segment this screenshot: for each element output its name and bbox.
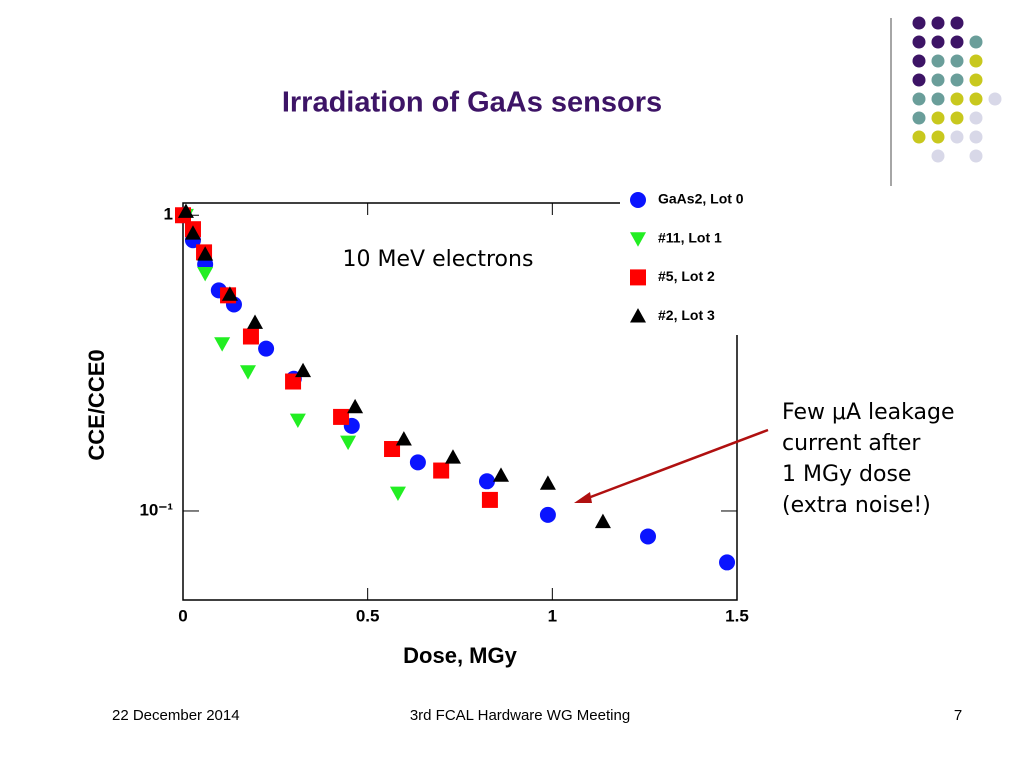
footer-page: 7 [954,707,962,724]
point [221,286,238,301]
note-line: current after [782,431,921,456]
dot [988,92,1002,106]
point [409,454,426,471]
point [395,431,412,446]
dot [950,130,964,144]
dot [969,130,983,144]
point [247,314,264,329]
point [184,225,201,240]
point [333,408,350,425]
dot [931,130,945,144]
dot [950,111,964,125]
y-tick-label: 10⁻¹ [139,500,173,519]
arrow-head [574,492,592,503]
x-tick-label: 1.5 [725,606,749,625]
dot [912,35,926,49]
dot [950,92,964,106]
point [492,467,509,482]
dot [931,111,945,125]
dot [950,16,964,30]
point [481,491,498,508]
slide-title: Irradiation of GaAs sensors [282,87,662,119]
dot [912,111,926,125]
point [289,413,306,429]
dot [950,54,964,68]
dot [969,149,983,163]
point [594,513,611,529]
dot [931,54,945,68]
annotation: 10 MeV electrons [343,247,534,272]
y-axis-label: CCE/CCE0 [84,349,109,460]
x-tick-label: 0 [178,606,187,625]
dot [969,92,983,106]
decoration [912,16,1002,163]
dot [912,73,926,87]
point [197,266,214,282]
legend-marker [630,308,646,323]
legend-marker [630,269,646,286]
x-tick-label: 1 [548,606,557,625]
dot [912,54,926,68]
point [240,365,257,380]
point [478,473,495,490]
point [384,441,401,458]
footer-event: 3rd FCAL Hardware WG Meeting [410,707,630,724]
dot [912,16,926,30]
note-line: (extra noise!) [782,493,931,518]
point [214,337,231,352]
footer-date: 22 December 2014 [112,707,240,724]
dot [950,73,964,87]
dot [912,92,926,106]
note-line: Few μA leakage [782,400,954,425]
point [433,462,450,479]
point [295,362,312,378]
dot [931,16,945,30]
legend-label: #2, Lot 3 [658,307,715,323]
point [389,486,406,502]
point [285,373,302,390]
legend-marker [630,232,646,247]
dot [969,111,983,125]
dot [969,54,983,68]
point [177,203,194,218]
arrow [579,428,769,503]
point [719,554,736,571]
dot [912,130,926,144]
dot [950,35,964,49]
point [539,506,556,523]
legend-label: #11, Lot 1 [658,229,722,245]
x-tick-label: 0.5 [356,606,380,625]
point [639,528,656,545]
dot [931,73,945,87]
dot [931,35,945,49]
x-axis-label: Dose, MGy [403,643,517,668]
point [444,449,461,464]
dot [931,149,945,163]
point [242,328,259,345]
point [340,435,357,451]
y-tick-label: 1 [164,205,173,224]
point [347,398,364,414]
legend-marker [630,192,646,208]
point [539,475,556,490]
legend-label: #5, Lot 2 [658,268,715,284]
note-line: 1 MGy dose [782,462,911,487]
plot-frame [182,202,738,601]
point [258,340,275,357]
dot [969,35,983,49]
legend-label: GaAs2, Lot 0 [658,191,744,207]
point [197,246,214,261]
legend-background [620,185,780,335]
dot [969,73,983,87]
dot [931,92,945,106]
